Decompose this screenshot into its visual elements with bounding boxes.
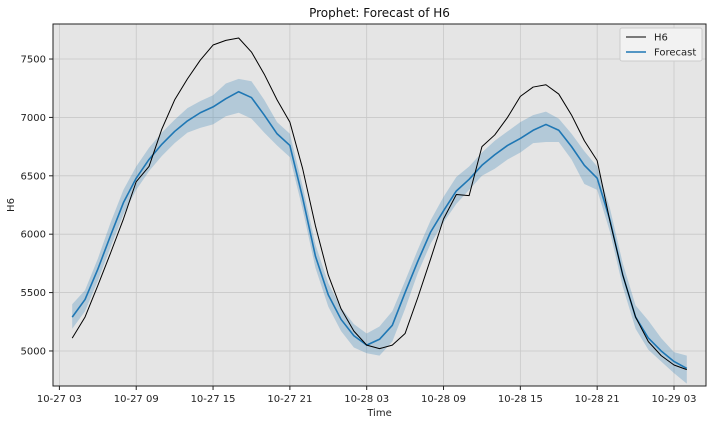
x-tick-label: 10-27 09	[114, 394, 159, 405]
y-axis-ticks: 5000 5500 6000 6500 7000 7500	[21, 55, 53, 357]
y-axis-label: H6	[6, 198, 17, 212]
x-tick-label: 10-27 03	[37, 394, 82, 405]
gridlines	[53, 24, 706, 386]
x-tick-label: 10-28 03	[344, 394, 389, 405]
y-tick-label: 5500	[21, 288, 46, 299]
x-axis-ticks: 10-27 03 10-27 09 10-27 15 10-27 21 10-28 03…	[37, 386, 697, 405]
y-tick-label: 6000	[21, 230, 46, 241]
x-tick-label: 10-27 21	[267, 394, 312, 405]
x-tick-label: 10-27 15	[191, 394, 236, 405]
y-tick-label: 7500	[21, 55, 46, 66]
forecast-line	[71, 90, 688, 370]
legend-label-h6: H6	[654, 33, 668, 44]
y-tick-label: 5000	[21, 346, 46, 357]
series-lines	[71, 37, 688, 371]
plot-frame	[52, 23, 707, 387]
y-tick-label: 6500	[21, 171, 46, 182]
legend: H6 Forecast	[619, 27, 703, 62]
x-tick-label: 10-28 21	[575, 394, 620, 405]
legend-label-forecast: Forecast	[654, 48, 696, 59]
x-tick-label: 10-28 09	[421, 394, 466, 405]
h6-line	[71, 37, 687, 371]
x-tick-label: 10-28 15	[498, 394, 543, 405]
chart-title: Prophet: Forecast of H6	[309, 6, 450, 20]
x-axis-label: Time	[366, 408, 391, 419]
x-tick-label: 10-29 03	[652, 394, 697, 405]
y-tick-label: 7000	[21, 113, 46, 124]
